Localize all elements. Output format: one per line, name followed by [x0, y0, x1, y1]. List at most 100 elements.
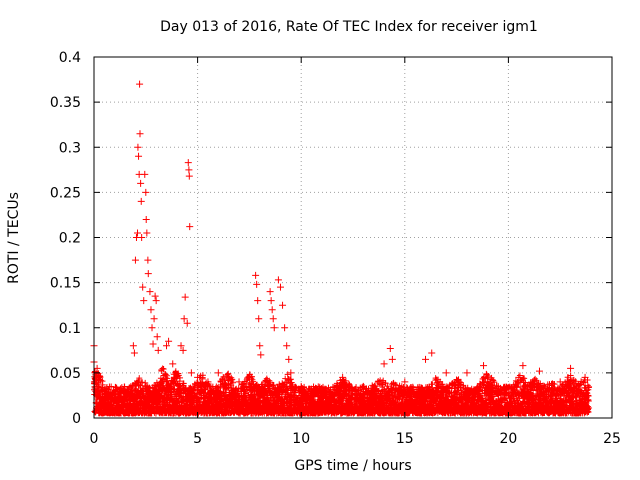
data-point	[535, 367, 543, 375]
data-point	[142, 215, 150, 223]
data-point	[567, 364, 575, 372]
data-point	[93, 364, 101, 372]
data-point	[556, 378, 564, 386]
data-point	[519, 362, 527, 370]
data-point	[131, 256, 139, 264]
data-point	[318, 387, 326, 395]
data-point	[266, 288, 274, 296]
data-point	[463, 369, 471, 377]
data-point	[254, 297, 262, 305]
y-tick-label: 0.05	[50, 366, 81, 382]
data-point	[287, 369, 295, 377]
data-point	[185, 166, 193, 174]
data-point	[136, 130, 144, 138]
data-point	[137, 179, 145, 187]
data-point	[107, 398, 115, 406]
data-point	[177, 342, 185, 350]
data-point	[274, 276, 282, 284]
data-point	[283, 342, 291, 350]
x-axis-ticks: 0 5 10 15 20 25	[90, 57, 621, 447]
data-point	[117, 396, 125, 404]
y-tick-label: 0.4	[59, 50, 81, 66]
data-point	[214, 369, 222, 377]
data-point	[146, 288, 154, 296]
grid	[94, 57, 612, 418]
data-point	[359, 382, 367, 390]
data-point	[204, 378, 212, 386]
y-tick-label: 0.3	[59, 140, 81, 156]
y-tick-label: 0.25	[50, 185, 81, 201]
data-point	[96, 389, 104, 397]
data-point	[142, 188, 150, 196]
x-tick-label: 15	[396, 431, 414, 447]
data-point	[130, 349, 138, 357]
data-point	[268, 306, 276, 314]
data-point	[442, 369, 450, 377]
data-point	[267, 297, 275, 305]
data-point	[134, 143, 142, 151]
x-axis-label: GPS time / hours	[294, 458, 411, 474]
data-point	[422, 355, 430, 363]
data-point	[480, 362, 488, 370]
y-tick-label: 0.1	[59, 321, 81, 337]
data-point	[179, 346, 187, 354]
data-point	[181, 293, 189, 301]
data-point	[255, 315, 263, 323]
data-point	[184, 159, 192, 167]
data-point	[279, 301, 287, 309]
data-point	[428, 349, 436, 357]
data-point	[581, 373, 589, 381]
data-point	[401, 378, 409, 386]
data-point	[144, 256, 152, 264]
data-point	[134, 229, 142, 237]
x-tick-label: 0	[90, 431, 99, 447]
data-point	[152, 297, 160, 305]
y-axis-ticks: 0 0.05 0.1 0.15 0.2 0.25 0.3 0.35 0.4	[50, 50, 612, 427]
x-tick-label: 25	[603, 431, 621, 447]
data-point	[183, 319, 191, 327]
data-point	[180, 315, 188, 323]
data-point	[154, 346, 162, 354]
data-point	[235, 378, 243, 386]
data-point	[380, 360, 388, 368]
data-point	[270, 324, 278, 332]
data-point	[140, 297, 148, 305]
chart-title: Day 013 of 2016, Rate Of TEC Index for r…	[160, 19, 538, 35]
data-point	[257, 351, 265, 359]
data-point	[150, 315, 158, 323]
x-tick-label: 20	[499, 431, 517, 447]
data-point	[256, 342, 264, 350]
data-point	[186, 223, 194, 231]
data-point	[194, 373, 202, 381]
data-point	[138, 234, 146, 241]
data-point	[139, 283, 147, 291]
data-point	[143, 229, 151, 237]
data-point	[100, 396, 108, 404]
data-point	[136, 80, 144, 88]
data-point	[253, 280, 261, 288]
data-point	[386, 345, 394, 353]
x-tick-label: 5	[193, 431, 202, 447]
data-point	[151, 292, 159, 300]
x-tick-label: 10	[292, 431, 310, 447]
data-point	[111, 394, 119, 402]
data-point	[144, 270, 152, 278]
data-point	[187, 369, 195, 377]
y-tick-label: 0.35	[50, 95, 81, 111]
data-point	[129, 342, 137, 350]
data-point	[135, 152, 143, 160]
data-point	[252, 271, 260, 279]
y-tick-label: 0.2	[59, 231, 81, 247]
y-tick-label: 0	[72, 411, 81, 427]
data-point	[285, 355, 293, 363]
data-point	[388, 355, 396, 363]
data-point	[269, 315, 277, 323]
data-point	[515, 373, 523, 381]
data-point	[494, 382, 502, 390]
data-point	[281, 324, 289, 332]
data-point	[339, 373, 347, 381]
data-point	[163, 342, 171, 350]
data-point	[94, 382, 102, 390]
data-point	[245, 373, 253, 381]
